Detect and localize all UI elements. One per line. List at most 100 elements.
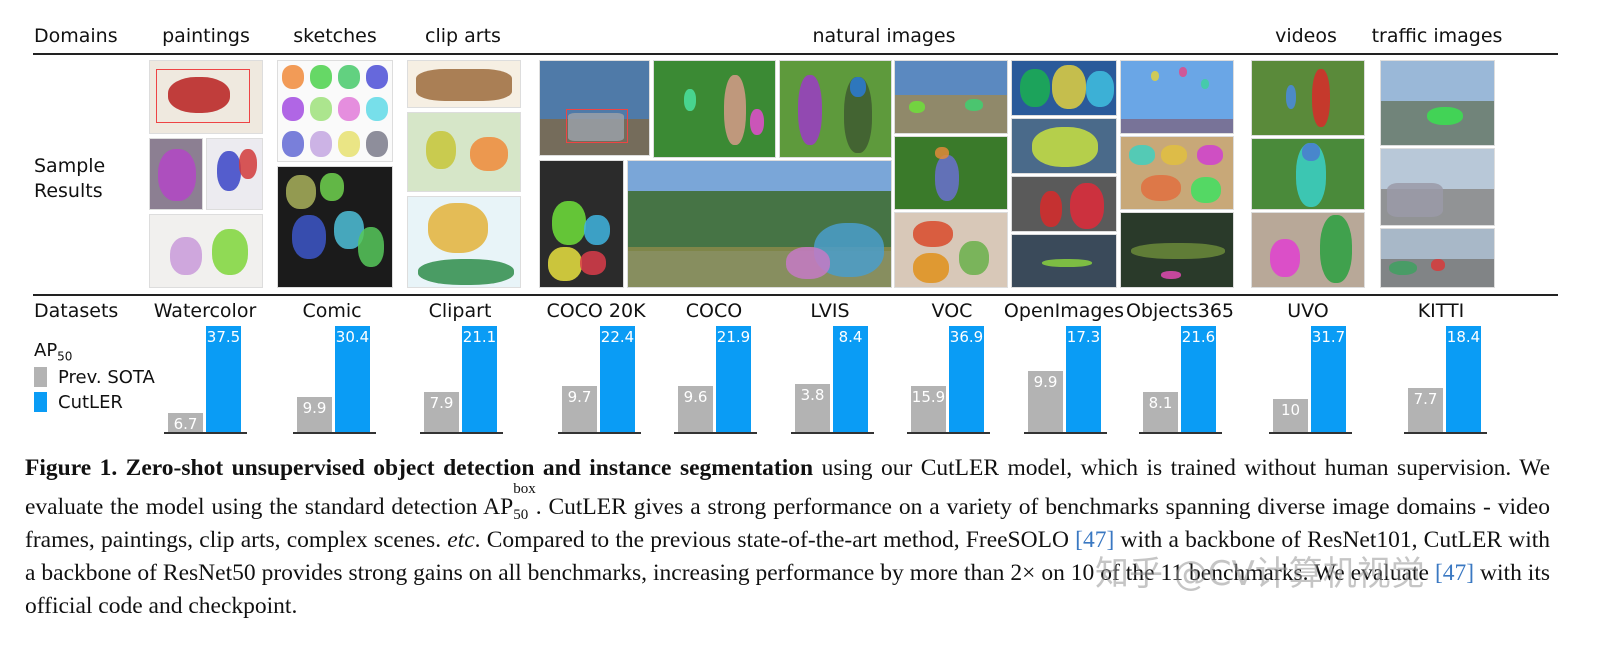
bar-cutler-5: 8.4	[833, 326, 868, 432]
segment-mask	[217, 151, 241, 191]
segment-mask	[1020, 69, 1050, 107]
thumb-natural-elephants	[627, 160, 892, 288]
bar-value-label: 8.4	[838, 328, 863, 346]
segment-mask	[1042, 259, 1092, 267]
thumb-video-dog	[1251, 212, 1365, 288]
bar-prev-sota-5: 3.8	[795, 384, 830, 432]
bar-cutler-2: 21.1	[462, 326, 497, 432]
bar-cutler-3: 22.4	[600, 326, 635, 432]
segment-mask	[1052, 65, 1086, 109]
segment-mask	[1179, 67, 1187, 77]
segment-mask	[212, 229, 248, 275]
bar-cutler-7: 17.3	[1066, 326, 1101, 432]
segment-mask	[416, 69, 512, 101]
segment-mask	[724, 75, 746, 145]
segment-mask	[320, 173, 344, 201]
thumb-painting-figures	[206, 138, 263, 210]
dataset-label-watercolor: Watercolor	[153, 300, 257, 322]
segment-mask	[913, 253, 949, 283]
segment-mask	[239, 149, 257, 179]
segment-mask	[358, 227, 384, 267]
domain-traffic-images: traffic images	[1371, 25, 1503, 47]
segment-mask	[850, 77, 866, 97]
thumb-traffic-car-1	[1380, 60, 1495, 146]
thumb-traffic-street	[1380, 228, 1495, 288]
metric-label: AP50	[34, 340, 72, 364]
domain-videos: videos	[1275, 25, 1337, 47]
bar-value-label: 15.9	[911, 388, 946, 406]
segment-mask	[338, 65, 360, 89]
bar-value-label: 7.7	[1413, 390, 1438, 408]
segment-mask	[1431, 259, 1445, 271]
segment-mask	[1312, 69, 1330, 127]
caption-citation-2[interactable]: [47]	[1434, 559, 1475, 586]
caption-text-1: using our CutLER model, which is trained…	[25, 455, 1550, 520]
bar-baseline	[293, 432, 376, 434]
thumb-natural-park	[653, 60, 776, 158]
caption-etc: etc	[447, 526, 475, 553]
segment-mask	[366, 65, 388, 89]
segment-mask	[935, 155, 959, 201]
segment-mask	[798, 75, 822, 145]
bar-baseline	[1269, 432, 1352, 434]
segment-mask	[552, 201, 586, 245]
caption-text-5: with its official code and checkpoint.	[25, 559, 1550, 619]
thumb-natural-truck	[539, 60, 650, 156]
segment-mask	[568, 113, 624, 141]
domains-label: Domains	[34, 25, 118, 47]
segment-mask	[1320, 215, 1352, 283]
segment-mask	[366, 131, 388, 157]
segment-mask	[418, 259, 514, 285]
sample-results-line1: Sample	[34, 155, 106, 177]
segment-mask	[1161, 145, 1187, 165]
bar-value-label: 21.9	[716, 328, 751, 346]
bar-baseline	[674, 432, 757, 434]
segment-mask	[292, 215, 326, 259]
bar-cutler-8: 21.6	[1181, 326, 1216, 432]
thumb-natural-soccer	[779, 60, 892, 158]
bar-prev-sota-8: 8.1	[1143, 392, 1178, 432]
top-rule	[33, 53, 1558, 55]
bar-baseline	[791, 432, 874, 434]
segment-mask	[286, 175, 316, 209]
thumb-traffic-car-2	[1380, 148, 1495, 226]
segment-mask	[1032, 127, 1098, 167]
segment-mask	[428, 203, 488, 253]
thumb-video-person	[1251, 138, 1365, 210]
bar-prev-sota-7: 9.9	[1028, 371, 1063, 432]
dataset-label-uvo: UVO	[1287, 300, 1329, 322]
segment-mask	[1086, 71, 1114, 107]
bar-value-label: 6.7	[173, 415, 198, 433]
segment-mask	[158, 149, 196, 201]
segment-mask	[959, 241, 989, 275]
thumb-natural-boats	[1011, 234, 1117, 288]
segment-mask	[282, 97, 304, 121]
segment-mask	[310, 131, 332, 157]
bar-cutler-4: 21.9	[716, 326, 751, 432]
caption-ap-sup: box	[513, 481, 536, 497]
segment-mask	[1161, 271, 1181, 279]
caption-citation-1[interactable]: [47]	[1075, 526, 1115, 553]
bar-prev-sota-4: 9.6	[678, 386, 713, 432]
detection-box	[156, 69, 250, 123]
bar-value-label: 22.4	[600, 328, 635, 346]
dataset-label-voc: VOC	[931, 300, 973, 322]
bar-prev-sota-6: 15.9	[911, 386, 946, 432]
segment-mask	[913, 221, 953, 247]
caption-lead: Figure 1. Zero-shot unsupervised object …	[25, 455, 814, 481]
segment-mask	[170, 237, 202, 275]
thumb-painting-bird	[149, 60, 263, 134]
segment-mask	[909, 101, 925, 113]
segment-mask	[1040, 191, 1062, 227]
middle-rule	[33, 294, 1558, 296]
caption-ap-sub: 50	[513, 507, 529, 523]
bar-prev-sota-1: 9.9	[297, 397, 332, 432]
segment-mask	[1427, 107, 1463, 125]
bar-value-label: 8.1	[1148, 394, 1173, 412]
segment-mask	[684, 89, 696, 111]
domain-clip-arts: clip arts	[425, 25, 501, 47]
bar-value-label: 30.4	[335, 328, 370, 346]
segment-mask	[1191, 177, 1221, 203]
segment-mask	[338, 131, 360, 157]
thumb-video-golf	[1251, 60, 1365, 136]
